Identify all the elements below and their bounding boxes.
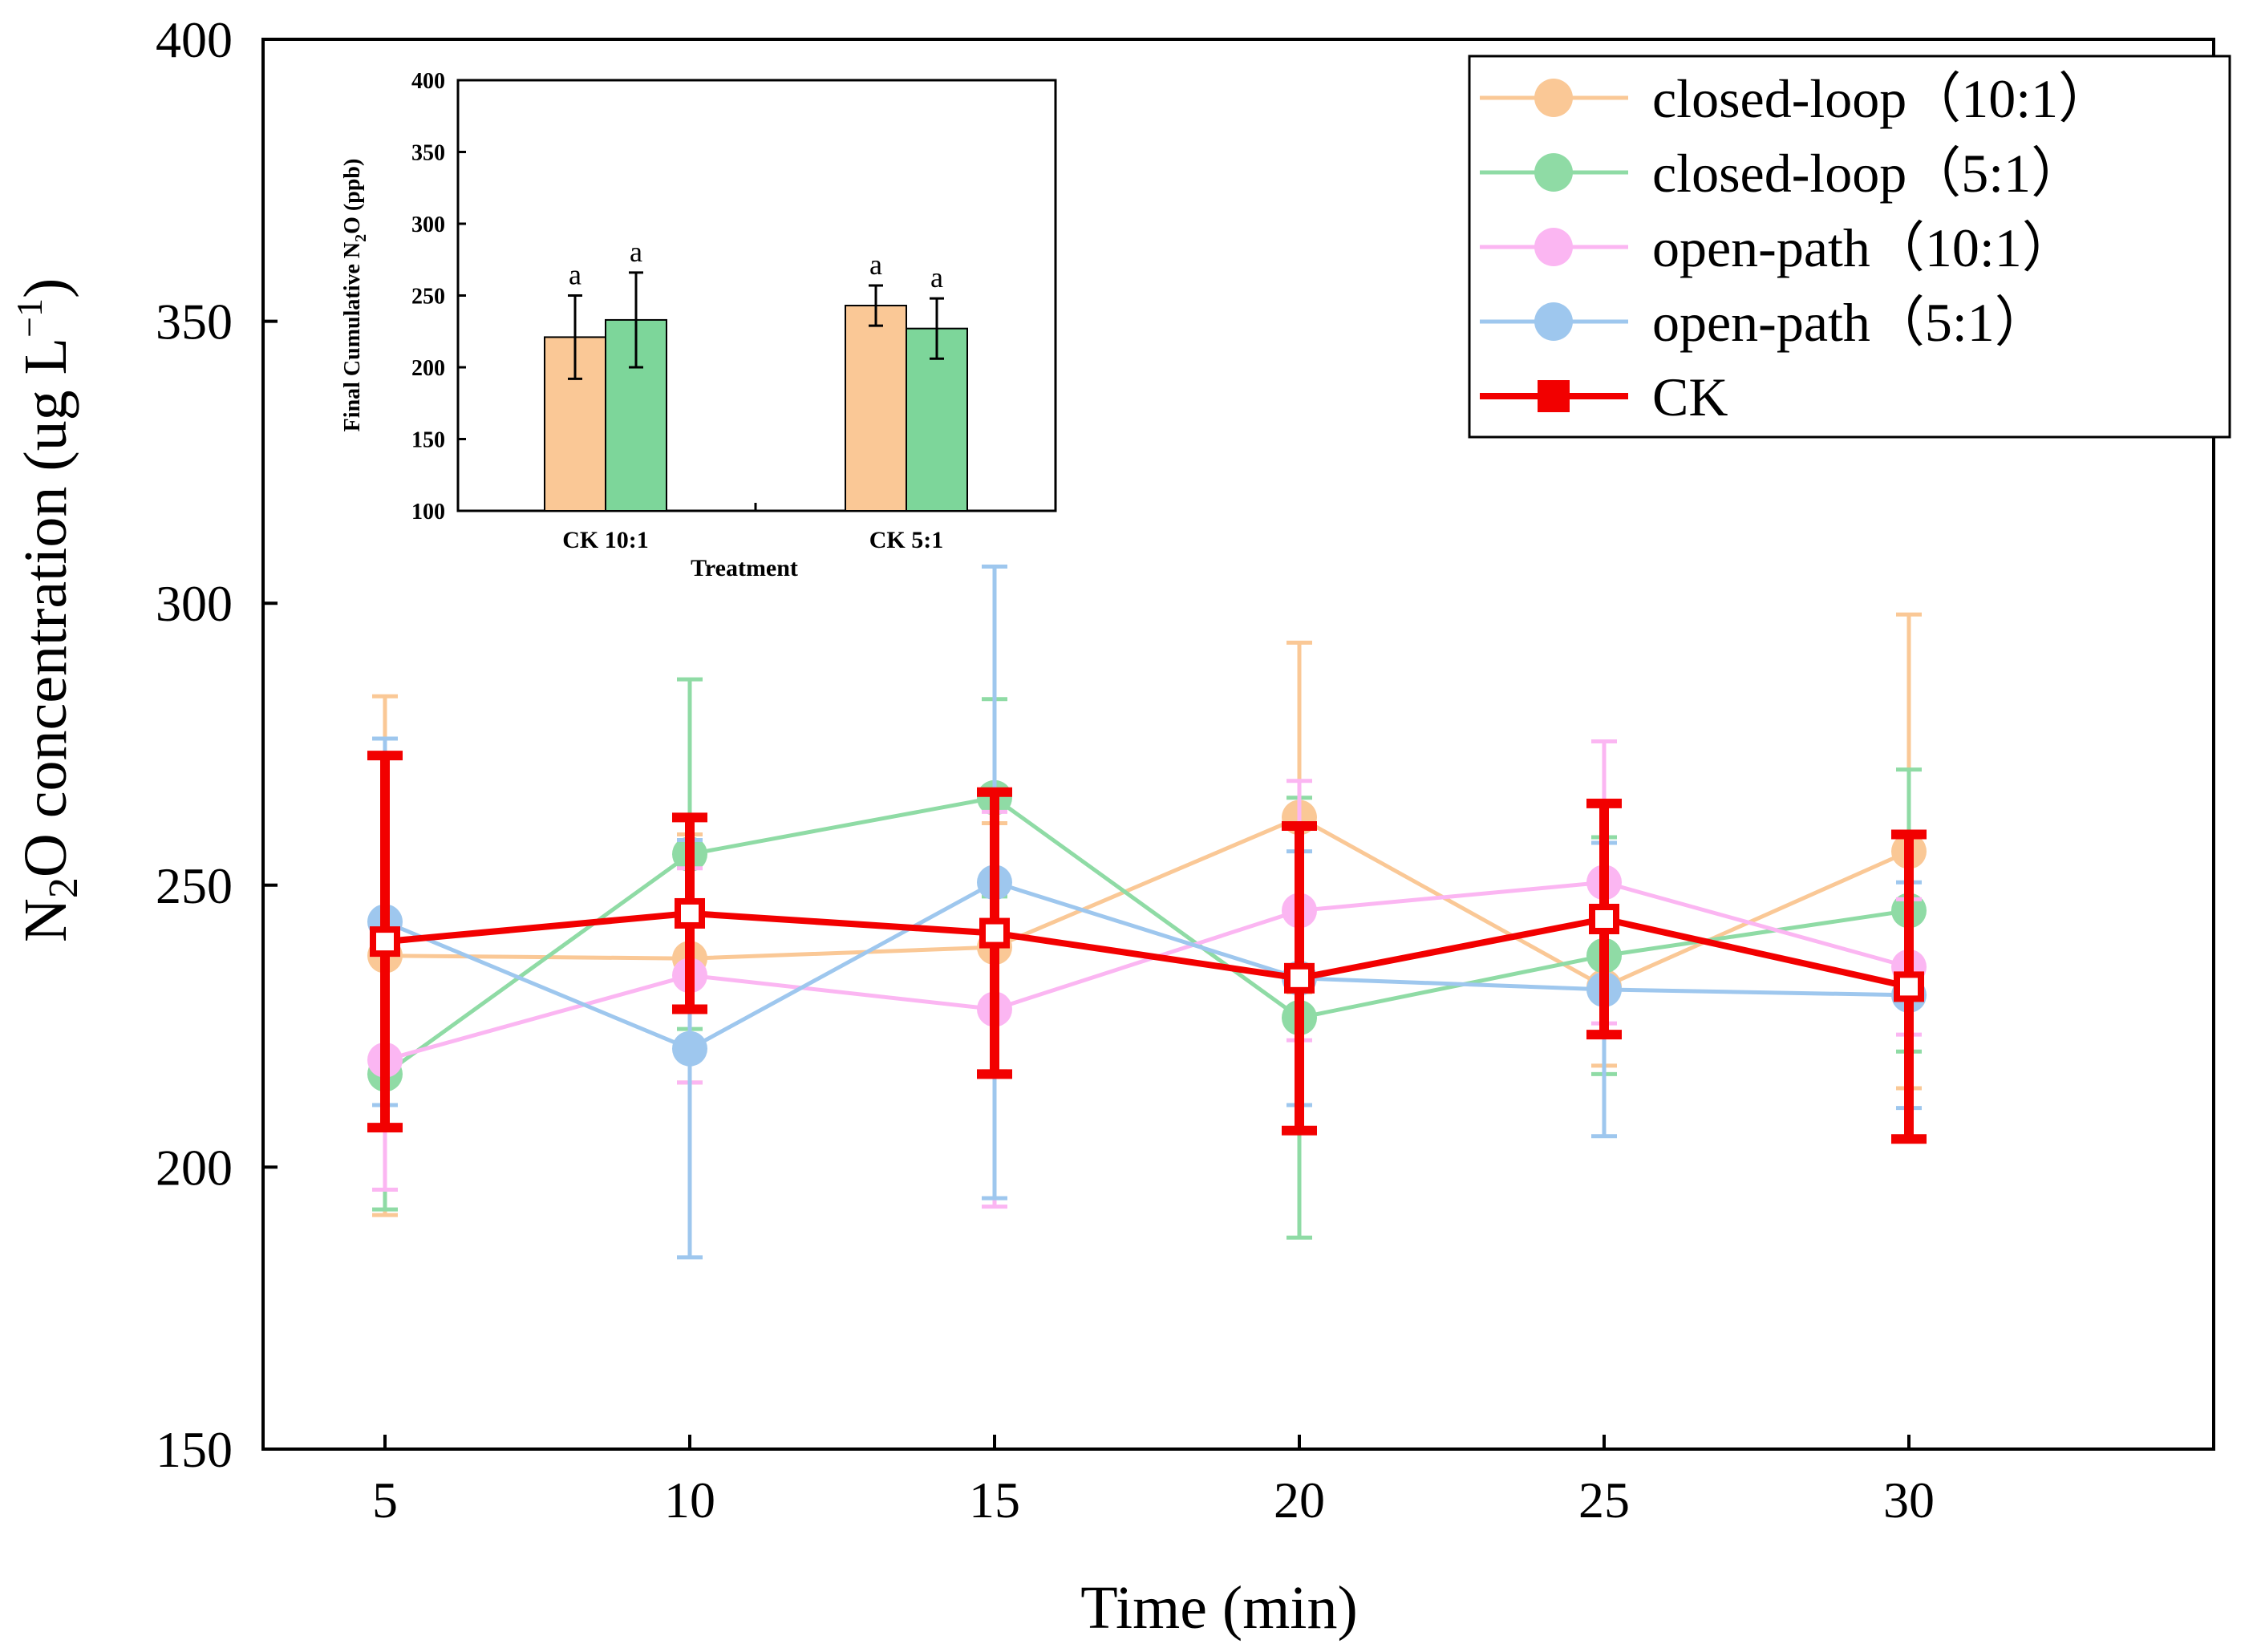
y-axis-title-sub: 2 (41, 877, 87, 898)
main-axes: 150 200 250 300 350 400 5 10 15 20 25 30 (156, 11, 1935, 1529)
inset-significance-label: a (569, 259, 581, 291)
legend-label: closed-loop（10:1） (1652, 68, 2113, 129)
inset-y-tick-label: 350 (411, 141, 445, 166)
inset-y-tick-label: 250 (411, 285, 445, 310)
x-tick-label: 15 (969, 1472, 1020, 1529)
legend-label: open-path（10:1） (1652, 217, 2077, 278)
y-tick-label: 250 (156, 857, 233, 914)
inset-x-tick-label: CK 10:1 (562, 527, 649, 553)
main-series-layer (367, 564, 1927, 1260)
legend-marker (1538, 380, 1570, 412)
x-tick-label: 30 (1883, 1472, 1935, 1529)
series-1 (367, 612, 1927, 1217)
y-tick-label: 150 (156, 1421, 233, 1478)
data-point-square (1589, 903, 1619, 934)
main-plot-frame (261, 38, 2215, 1451)
legend-items: closed-loop（10:1） closed-loop（5:1） open-pa… (1480, 68, 2113, 427)
series-line (383, 796, 1910, 1076)
x-axis-title: Time (min) (1080, 1574, 1358, 1642)
inset-x-axis-title: Treatment (691, 555, 798, 581)
legend-marker (1534, 153, 1573, 192)
x-tick-label: 10 (664, 1472, 715, 1529)
legend-label: closed-loop（5:1） (1652, 143, 2085, 204)
inset-x-tick-label: CK 5:1 (869, 527, 944, 553)
y-tick-label: 350 (156, 294, 233, 350)
y-axis-title-sup: −1 (9, 298, 50, 338)
inset-bar-group: a (605, 236, 667, 512)
series-3 (367, 739, 1927, 1209)
series-line (384, 815, 1911, 990)
legend: closed-loop（10:1） closed-loop（5:1） open-pa… (1468, 55, 2231, 439)
inset-y-tick-label: 400 (411, 69, 445, 94)
series-line (384, 880, 1910, 1051)
inset-bars-layer: a aaa (544, 236, 968, 512)
y-axis-title-mid: O concentration (ug L (12, 338, 79, 877)
legend-marker (1534, 79, 1573, 117)
inset-bar-group: a (845, 249, 907, 512)
inset-y-tick-label: 100 (411, 500, 445, 524)
data-point-square (675, 897, 705, 929)
legend-item-4: open-path（5:1） (1480, 292, 2049, 353)
inset-y-tick-label: 150 (411, 428, 445, 453)
series-4 (367, 564, 1927, 1260)
inset-y-axis-title-sub: 2 (352, 234, 370, 242)
inset-y-axis-title: Final Cumulative N2O (ppb) (340, 159, 370, 432)
y-tick-label: 200 (156, 1139, 233, 1196)
data-point-square (1894, 971, 1924, 1002)
legend-marker (1534, 302, 1573, 341)
legend-label: CK (1652, 366, 1728, 427)
y-tick-label: 400 (156, 11, 233, 68)
y-axis-title-prefix: N (12, 898, 79, 942)
legend-item-2: closed-loop（5:1） (1480, 143, 2085, 204)
data-point-circle (672, 1030, 707, 1067)
data-point-square (1284, 962, 1315, 994)
data-point-square (370, 926, 400, 958)
x-tick-label: 20 (1274, 1472, 1325, 1529)
inset-y-tick-label: 300 (411, 213, 445, 237)
inset-bar-group: a (906, 261, 968, 512)
y-tick-label: 300 (156, 575, 233, 632)
x-tick-label: 25 (1578, 1472, 1630, 1529)
inset-significance-label: a (630, 236, 642, 268)
legend-label: open-path（5:1） (1652, 292, 2049, 353)
series-line (384, 909, 1910, 990)
inset-y-axis-title-prefix: Final Cumulative N (340, 242, 365, 431)
inset-y-axis-title-suffix: O (ppb) (340, 159, 365, 234)
y-axis-title: N2O concentration (ug L−1) (9, 278, 87, 942)
data-point-square (979, 917, 1010, 949)
series-5 (367, 751, 1927, 1144)
legend-item-1: closed-loop（10:1） (1480, 68, 2113, 129)
inset-bar (845, 305, 907, 512)
series-line (384, 880, 1910, 1063)
inset-significance-label: a (930, 261, 943, 294)
y-axis-title-suffix: ) (12, 278, 79, 298)
legend-marker (1534, 228, 1573, 266)
x-tick-label: 5 (372, 1472, 398, 1529)
inset-y-tick-label: 200 (411, 356, 445, 381)
legend-item-3: open-path（10:1） (1480, 217, 2077, 278)
inset-significance-label: a (869, 249, 882, 281)
legend-item-5: CK (1480, 366, 1728, 427)
